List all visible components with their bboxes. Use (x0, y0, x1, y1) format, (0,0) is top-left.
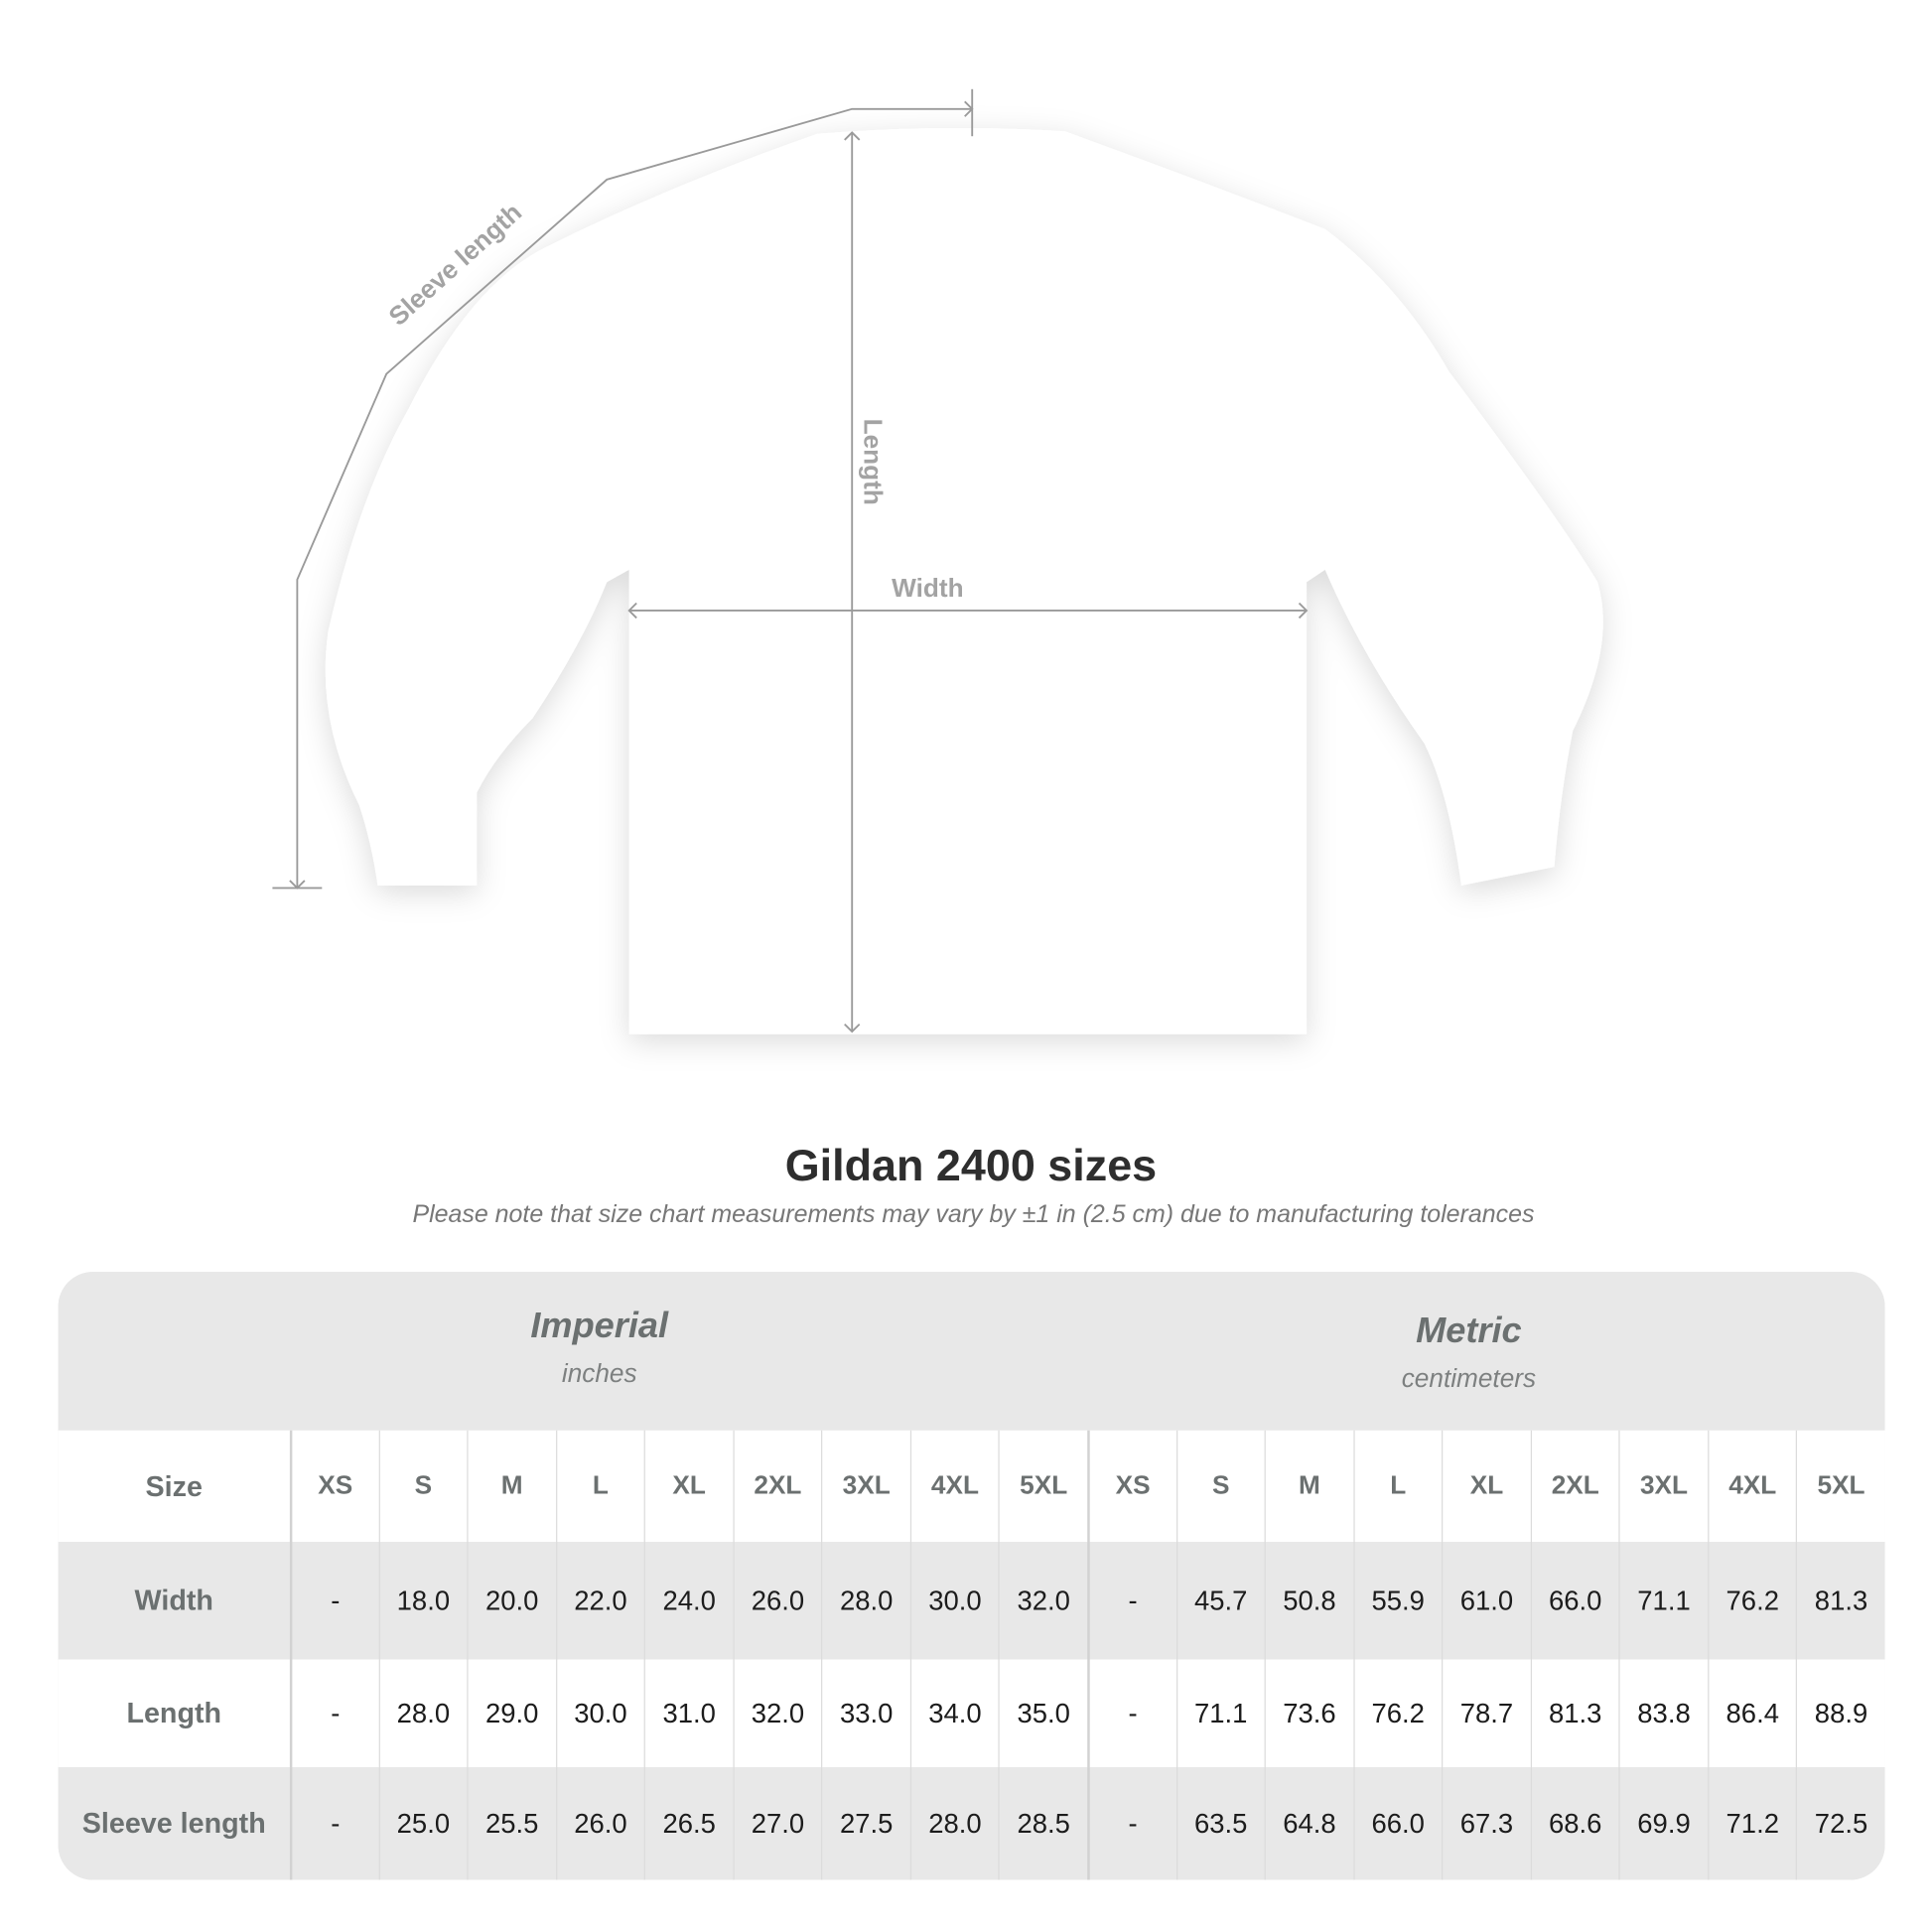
value-cell: 81.3 (1796, 1542, 1884, 1660)
value-cell: 32.0 (733, 1659, 821, 1768)
size-header-cell: M (1264, 1430, 1353, 1543)
value-cell: 81.3 (1530, 1659, 1618, 1768)
value-cell: 35.0 (998, 1659, 1087, 1768)
size-header-cell: 2XL (733, 1430, 821, 1543)
size-header-cell: XS (289, 1430, 378, 1543)
value-cell: 86.4 (1708, 1659, 1796, 1768)
tolerance-note: Please note that size chart measurements… (412, 1200, 1535, 1229)
metric-unit: centimeters (1401, 1364, 1537, 1394)
value-cell: 28.0 (821, 1542, 909, 1660)
value-cell: 78.7 (1442, 1659, 1530, 1768)
value-cell: 63.5 (1175, 1767, 1264, 1880)
table-row: Width -18.0 20.0 22.0 24.0 26.0 28.0 30.0 32.0-4… (58, 1542, 1885, 1660)
size-header-cell: 4XL (909, 1430, 999, 1543)
value-cell: 29.0 (467, 1659, 555, 1768)
value-cell: 22.0 (555, 1542, 644, 1660)
metric-header: Metric centimeters (1160, 1311, 1779, 1395)
value-cell: - (289, 1659, 378, 1768)
imperial-unit: inches (561, 1359, 637, 1389)
size-header-cell: L (555, 1430, 644, 1543)
value-cell: 76.2 (1352, 1659, 1442, 1768)
size-header-cell: L (1352, 1430, 1442, 1543)
unit-header-band (58, 1272, 1885, 1431)
row-label: Width (134, 1584, 213, 1616)
size-table: Imperial inches Metric centimeters Size X… (58, 1272, 1885, 1880)
value-cell: 50.8 (1264, 1542, 1353, 1660)
value-cell: 25.5 (467, 1767, 555, 1880)
size-header-cell: M (467, 1430, 555, 1543)
size-header-cell: 2XL (1530, 1430, 1618, 1543)
size-header-cell: 3XL (1618, 1430, 1708, 1543)
value-cell: 71.2 (1708, 1767, 1796, 1880)
value-cell: 76.2 (1708, 1542, 1796, 1660)
width-label: Width (892, 573, 963, 603)
value-cell: 45.7 (1175, 1542, 1264, 1660)
shirt-diagram: Sleeve length Length Width (272, 88, 1603, 1035)
size-label: Size (145, 1469, 203, 1502)
value-cell: 31.0 (643, 1659, 733, 1768)
size-header-cell: 5XL (1796, 1430, 1884, 1543)
sleeve-measure-line (296, 107, 973, 889)
value-cell: 67.3 (1442, 1767, 1530, 1880)
value-cell: 27.5 (821, 1767, 909, 1880)
value-cell: 28.5 (998, 1767, 1087, 1880)
value-cell: 18.0 (378, 1542, 467, 1660)
value-cell: - (289, 1542, 378, 1660)
value-cell: 27.0 (733, 1767, 821, 1880)
size-header-cell: S (378, 1430, 467, 1543)
table-row: Length -28.0 29.0 30.0 31.0 32.0 33.0 34.0 35.0-… (58, 1659, 1885, 1768)
value-cell: 66.0 (1530, 1542, 1618, 1660)
value-cell: 32.0 (998, 1542, 1087, 1660)
value-cell: 30.0 (909, 1542, 999, 1660)
value-cell: 26.5 (643, 1767, 733, 1880)
value-cell: 20.0 (467, 1542, 555, 1660)
value-cell: 33.0 (821, 1659, 909, 1768)
row-label: Length (126, 1696, 222, 1729)
value-cell: 83.8 (1618, 1659, 1708, 1768)
value-cell: 64.8 (1264, 1767, 1353, 1880)
size-header-cell: XS (1087, 1430, 1175, 1543)
table-row: Sleeve length -25.0 25.5 26.0 26.5 27.0 27.5 28… (58, 1767, 1885, 1880)
value-cell: 25.0 (378, 1767, 467, 1880)
value-cell: 69.9 (1618, 1767, 1708, 1880)
imperial-heading: Imperial (530, 1307, 669, 1346)
value-cell: 61.0 (1442, 1542, 1530, 1660)
value-cell: 73.6 (1264, 1659, 1353, 1768)
value-cell: 34.0 (909, 1659, 999, 1768)
value-cell: 26.0 (555, 1767, 644, 1880)
size-header-row: Size XS S M L XL 2XL 3XL 4XL 5XL XS S M L XL 2XL 3XL 4XL 5… (58, 1430, 1885, 1543)
value-cell: 66.0 (1352, 1767, 1442, 1880)
value-cell: 28.0 (378, 1659, 467, 1768)
value-cell: 28.0 (909, 1767, 999, 1880)
size-header-cell: 3XL (821, 1430, 909, 1543)
value-cell: 68.6 (1530, 1767, 1618, 1880)
value-cell: 26.0 (733, 1542, 821, 1660)
value-cell: - (1087, 1767, 1175, 1880)
value-cell: 55.9 (1352, 1542, 1442, 1660)
page-title: Gildan 2400 sizes (784, 1139, 1158, 1190)
metric-heading: Metric (1416, 1311, 1522, 1351)
length-label: Length (859, 419, 889, 505)
size-header-cell: XL (1442, 1430, 1530, 1543)
size-header-cell: 4XL (1708, 1430, 1796, 1543)
value-cell: 30.0 (555, 1659, 644, 1768)
value-cell: - (289, 1767, 378, 1880)
value-cell: - (1087, 1659, 1175, 1768)
value-cell: 71.1 (1175, 1659, 1264, 1768)
shirt-image (325, 128, 1603, 1035)
size-header-cell: 5XL (998, 1430, 1087, 1543)
value-cell: - (1087, 1542, 1175, 1660)
value-cell: 24.0 (643, 1542, 733, 1660)
value-cell: 71.1 (1618, 1542, 1708, 1660)
size-header-cell: XL (643, 1430, 733, 1543)
row-label: Sleeve length (81, 1806, 266, 1840)
value-cell: 88.9 (1796, 1659, 1884, 1768)
imperial-header: Imperial inches (290, 1307, 909, 1390)
value-cell: 72.5 (1796, 1767, 1884, 1880)
size-header-cell: S (1175, 1430, 1264, 1543)
